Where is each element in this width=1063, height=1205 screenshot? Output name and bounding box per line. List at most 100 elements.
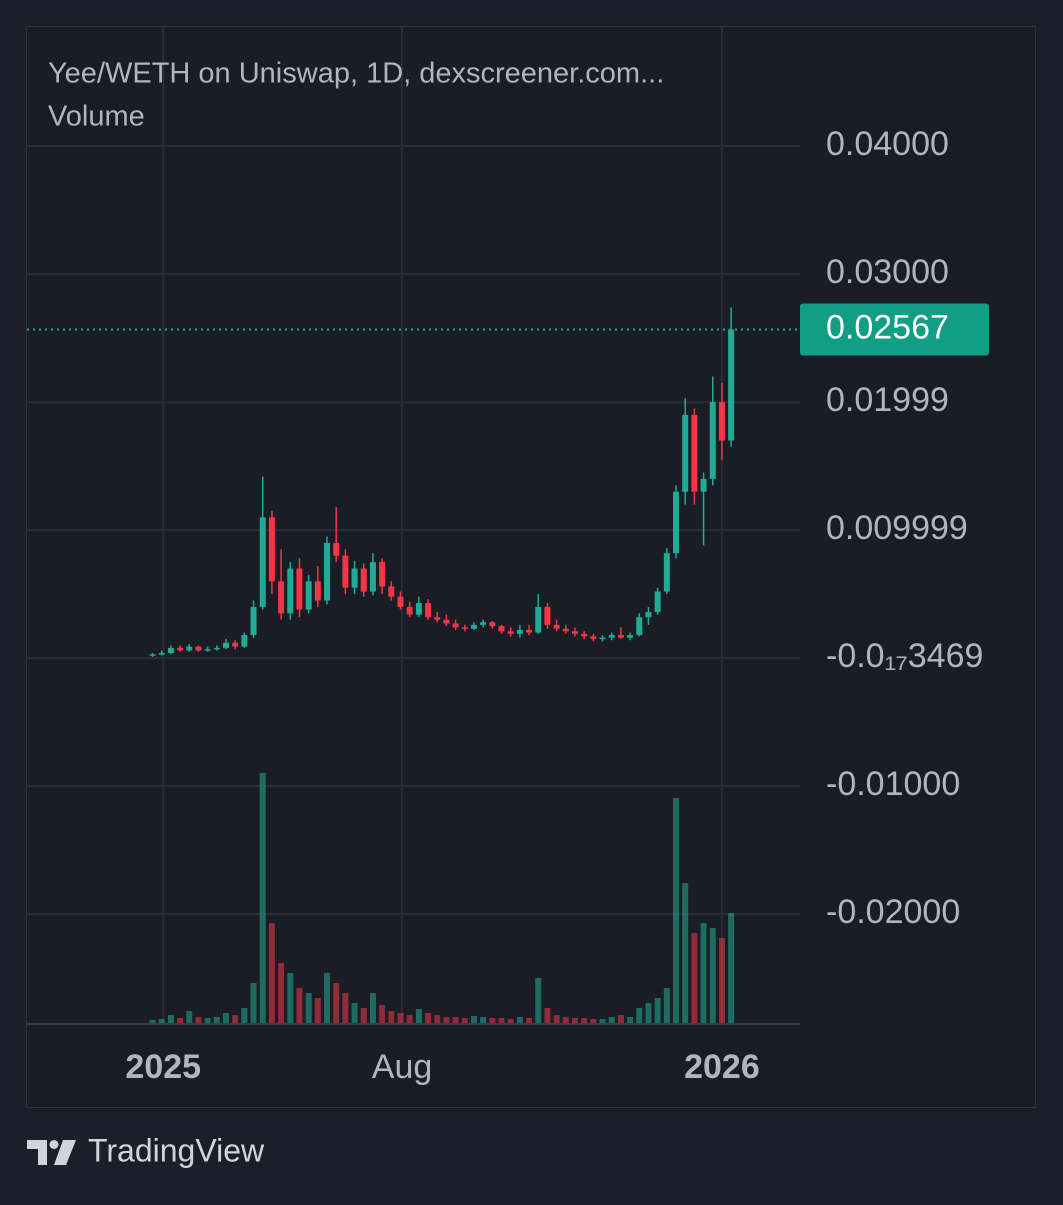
volume-bar <box>259 773 266 1023</box>
volume-bar <box>287 973 294 1023</box>
volume-bar <box>709 928 716 1023</box>
volume-bar <box>149 1020 156 1023</box>
candle-body <box>333 542 340 556</box>
volume-bar <box>186 1011 193 1023</box>
volume-bar <box>342 993 349 1023</box>
volume-bar <box>406 1015 413 1023</box>
candle-body <box>314 581 321 601</box>
candle-body <box>232 642 239 647</box>
volume-bar <box>232 1015 239 1023</box>
volume-bar <box>480 1017 487 1023</box>
candle-body <box>213 647 220 650</box>
candle-body <box>369 562 376 592</box>
volume-bar <box>369 993 376 1023</box>
volume-bar <box>535 978 542 1023</box>
volume-bar <box>553 1015 560 1023</box>
candle-body <box>222 642 229 648</box>
candle-body <box>498 626 505 632</box>
volume-bar <box>627 1017 634 1023</box>
logo-part <box>27 1140 47 1165</box>
volume-bar <box>268 923 275 1023</box>
x-tick-label: 2025 <box>125 1048 201 1086</box>
volume-bar <box>663 988 670 1023</box>
volume-bar <box>654 998 661 1023</box>
candle-body <box>691 414 698 492</box>
candle-body <box>360 568 367 592</box>
volume-bar <box>415 1009 422 1023</box>
volume-bar <box>397 1013 404 1023</box>
x-tick-label: Aug <box>372 1048 433 1086</box>
volume-bar <box>700 923 707 1023</box>
candle-body <box>571 631 578 634</box>
volume-bar <box>250 983 257 1023</box>
volume-bar <box>278 963 285 1023</box>
volume-bar <box>213 1017 220 1023</box>
axis-labels: 0.04000 0.03000 0.01999 0.009999 -0.0₁₇3469 -… <box>125 125 989 1086</box>
volume-bar <box>452 1017 459 1023</box>
volume-bar <box>222 1013 229 1023</box>
grid <box>27 27 800 1023</box>
candle-body <box>636 617 643 636</box>
candle-body <box>434 617 441 620</box>
volume-bar <box>489 1018 496 1023</box>
candle-body <box>259 517 266 607</box>
volume-bar <box>443 1017 450 1023</box>
volume-bar <box>590 1019 597 1023</box>
candle-body <box>516 629 523 634</box>
volume-bar <box>645 1003 652 1023</box>
volume-bar <box>599 1019 606 1023</box>
volume-bar <box>241 1008 248 1023</box>
y-tick-label: -0.02000 <box>826 893 960 931</box>
candle-body <box>388 586 395 597</box>
y-tick-label: 0.03000 <box>826 253 949 291</box>
volume-bar <box>324 973 331 1023</box>
candle-body <box>562 628 569 632</box>
candle-body <box>177 647 184 651</box>
candle-body <box>351 568 358 588</box>
logo-part <box>54 1140 76 1165</box>
volume-bar <box>305 993 312 1023</box>
volume-bar <box>562 1017 569 1023</box>
candle-body <box>324 542 331 601</box>
brand-name: TradingView <box>88 1132 265 1168</box>
volume-bar <box>158 1019 165 1023</box>
candle-body <box>728 329 735 441</box>
y-tick-label: -0.01000 <box>826 765 960 803</box>
candle-body <box>645 612 652 618</box>
volume-bar <box>177 1018 184 1023</box>
y-tick-label: 0.01999 <box>826 381 949 419</box>
candles <box>27 307 800 657</box>
volume-bar <box>296 988 303 1023</box>
volume-bar <box>673 798 680 1023</box>
candle-body <box>425 603 432 618</box>
x-tick-label: 2026 <box>684 1048 760 1086</box>
candle-body <box>682 414 689 492</box>
volume-bar <box>608 1017 615 1023</box>
y-tick-label: 0.04000 <box>826 125 949 163</box>
logo-part <box>49 1140 59 1149</box>
candle-body <box>627 635 634 638</box>
brand-logo <box>27 1140 76 1165</box>
candle-body <box>167 647 174 654</box>
candle-body <box>296 568 303 610</box>
volume-bar <box>167 1015 174 1023</box>
volume-bar <box>544 1008 551 1023</box>
candle-body <box>535 606 542 633</box>
candle-body <box>663 553 670 592</box>
candle-body <box>470 624 477 629</box>
volume-bar <box>470 1016 477 1023</box>
volume-bar <box>636 1008 643 1023</box>
volume-bar <box>728 913 735 1023</box>
volume-bar <box>691 933 698 1023</box>
candle-body <box>599 637 606 640</box>
volume-bar <box>388 1011 395 1023</box>
candle-body <box>526 629 533 633</box>
y-tick-label: 0.009999 <box>826 509 968 547</box>
candle-body <box>718 402 725 441</box>
candle-body <box>673 491 680 554</box>
candle-body <box>268 517 275 582</box>
volume-bar <box>434 1015 441 1023</box>
candle-body <box>397 596 404 607</box>
